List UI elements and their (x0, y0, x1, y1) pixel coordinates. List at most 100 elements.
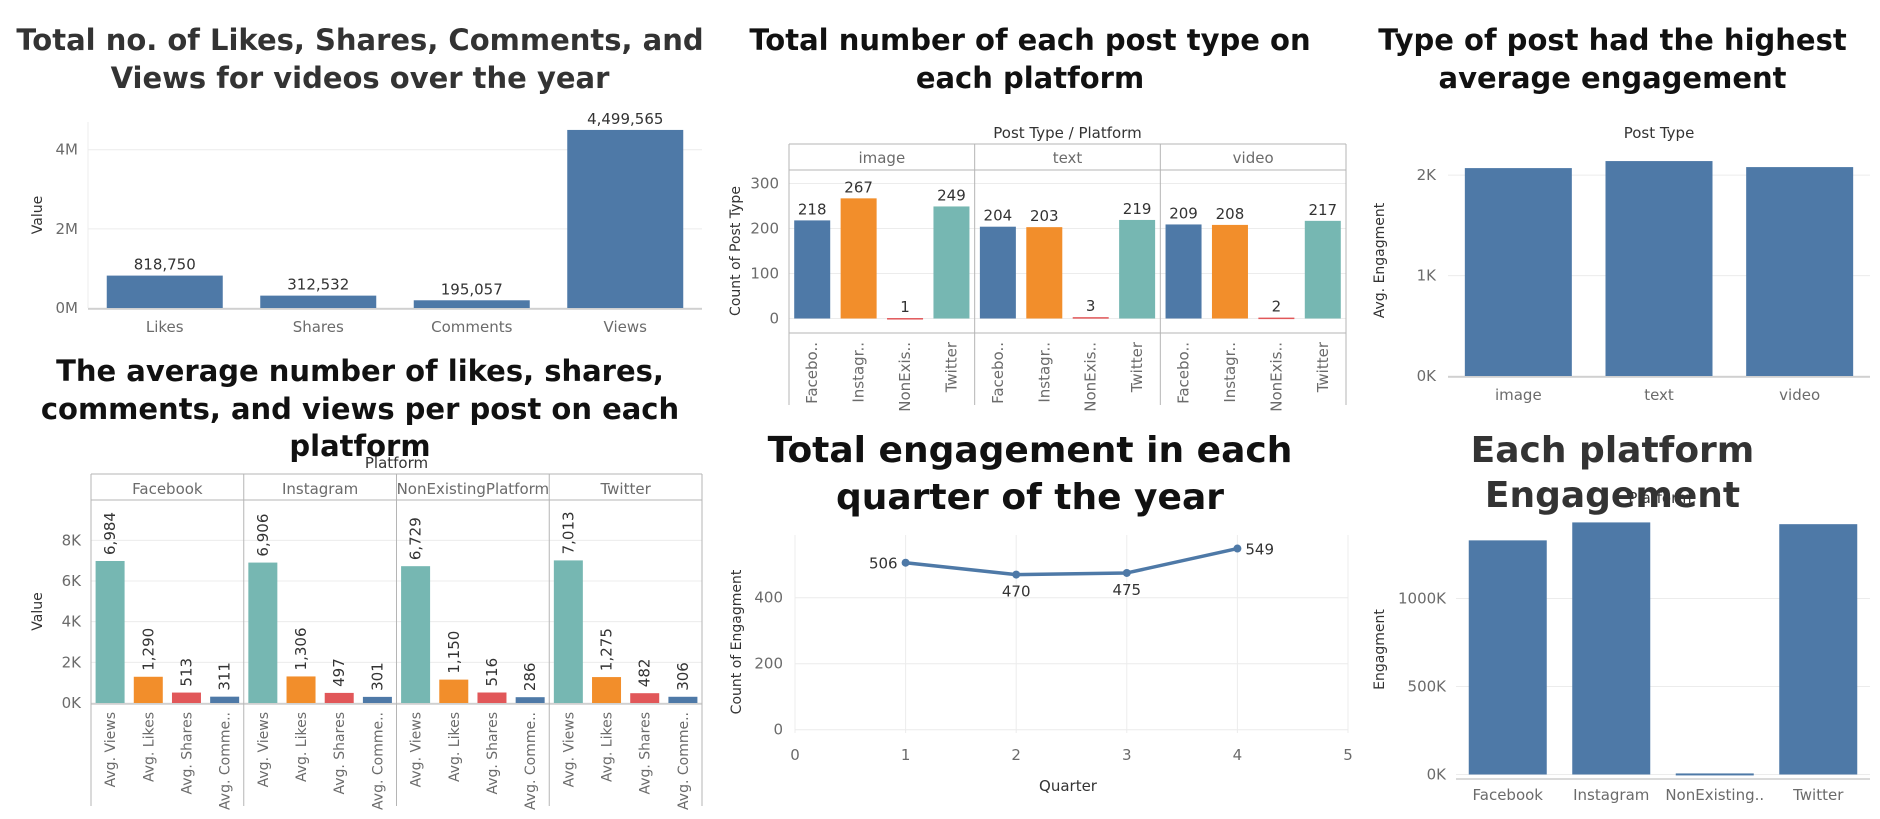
chart-title-avg-engagement-by-post-type: Type of post had the highest average eng… (1378, 23, 1847, 95)
data-point (1012, 570, 1021, 579)
bar (933, 206, 970, 319)
y-tick-label: 0K (1417, 367, 1438, 385)
x-tick-label: NonExisting.. (1665, 786, 1764, 804)
data-label: 7,013 (559, 511, 577, 554)
data-label: 195,057 (441, 280, 503, 298)
data-label: 2 (1272, 298, 1282, 316)
x-tick-label: NonExis.. (1267, 342, 1285, 412)
x-tick-label: Instagr.. (1221, 342, 1239, 403)
bar (248, 562, 278, 703)
data-label: 818,750 (134, 256, 196, 274)
bar (840, 198, 877, 319)
data-label: 549 (1245, 541, 1274, 559)
bar (324, 692, 354, 703)
group-header: Instagram (282, 480, 358, 498)
bar-comments (413, 300, 530, 308)
x-tick-label: Instagr.. (1035, 342, 1053, 403)
x-tick-label: Avg. Views (256, 712, 272, 787)
x-tick-label: Views (604, 318, 648, 336)
data-point (901, 558, 910, 567)
data-label: 482 (636, 659, 654, 688)
bar (362, 696, 392, 703)
x-tick-label: Shares (293, 318, 344, 336)
chart-title-post-type-by-platform: Total number of each post type on each p… (749, 23, 1311, 95)
data-point (1233, 544, 1242, 553)
y-axis-title: Value (30, 592, 46, 630)
bar (515, 697, 545, 703)
x-tick-label: video (1779, 386, 1820, 404)
bar (401, 566, 431, 703)
data-label: 312,532 (287, 276, 349, 294)
bar (439, 679, 469, 703)
bar (477, 692, 507, 703)
bar-text (1605, 161, 1713, 376)
data-label: 301 (368, 662, 386, 691)
bar (553, 560, 583, 703)
x-tick-label: Avg. Views (409, 712, 425, 787)
data-label: 286 (521, 663, 539, 692)
chart-title-quarterly-engagement: Total engagement in each quarter of the … (767, 430, 1293, 518)
bar (887, 318, 924, 320)
data-label: 203 (1030, 207, 1059, 225)
bar (95, 560, 125, 703)
series-line (905, 546, 1238, 577)
panel-header: Post Type / Platform (993, 124, 1141, 142)
x-tick-label: Avg. Comme.. (676, 712, 692, 810)
y-axis-title: Engagment (1372, 609, 1388, 690)
group-header: NonExistingPlatform (397, 480, 550, 498)
bar (1026, 227, 1063, 319)
x-tick-label: Avg. Likes (294, 712, 310, 782)
data-label: 204 (984, 207, 1013, 225)
data-label: 306 (674, 662, 692, 691)
y-tick-label: 200 (754, 655, 783, 673)
bar (1072, 317, 1109, 319)
x-tick-label: Twitter (942, 341, 960, 393)
x-axis-title: Quarter (1039, 777, 1098, 795)
x-tick-label: Avg. Views (103, 712, 119, 787)
data-label: 1,306 (292, 627, 310, 670)
y-tick-label: 0 (773, 721, 783, 739)
data-label: 249 (937, 186, 966, 204)
bar (1119, 219, 1156, 319)
bar (668, 696, 698, 703)
x-tick-label: Avg. Likes (141, 712, 157, 782)
x-tick-label: text (1644, 386, 1674, 404)
y-axis-title: Value (30, 196, 46, 234)
y-tick-label: 0M (56, 299, 79, 317)
group-header-video: video (1233, 149, 1274, 167)
data-label: 208 (1216, 205, 1245, 223)
bar-likes (106, 275, 223, 308)
data-label: 218 (798, 200, 827, 218)
data-label: 497 (330, 658, 348, 687)
data-label: 1 (900, 298, 910, 316)
y-tick-label: 0K (62, 694, 83, 712)
x-tick-label: Avg. Shares (638, 712, 654, 795)
x-tick-label: Avg. Shares (332, 712, 348, 795)
x-tick-label: 4 (1233, 746, 1243, 764)
y-axis-title: Count of Engagment (729, 569, 745, 714)
bar (630, 693, 660, 703)
x-tick-label: Avg. Views (561, 712, 577, 787)
y-tick-label: 0K (1427, 765, 1448, 783)
data-label: 6,906 (254, 514, 272, 557)
bar-shares (260, 295, 377, 308)
x-tick-label: Facebo.. (803, 342, 821, 404)
bar (1468, 540, 1547, 775)
x-tick-label: Avg. Likes (600, 712, 616, 782)
data-label: 219 (1123, 200, 1152, 218)
bar-views (567, 129, 684, 308)
data-label: 475 (1112, 581, 1141, 599)
bar (1211, 224, 1248, 319)
bar-image (1464, 168, 1572, 376)
group-header: Twitter (599, 480, 651, 498)
panel-header: Platform (1628, 489, 1691, 507)
bar (1779, 524, 1858, 775)
y-tick-label: 400 (754, 589, 783, 607)
x-tick-label: Facebook (1473, 786, 1544, 804)
group-header: Facebook (132, 480, 203, 498)
bar (1675, 773, 1754, 776)
x-tick-label: 0 (790, 746, 800, 764)
data-label: 209 (1169, 204, 1198, 222)
x-tick-label: 5 (1343, 746, 1353, 764)
bar (133, 676, 163, 703)
